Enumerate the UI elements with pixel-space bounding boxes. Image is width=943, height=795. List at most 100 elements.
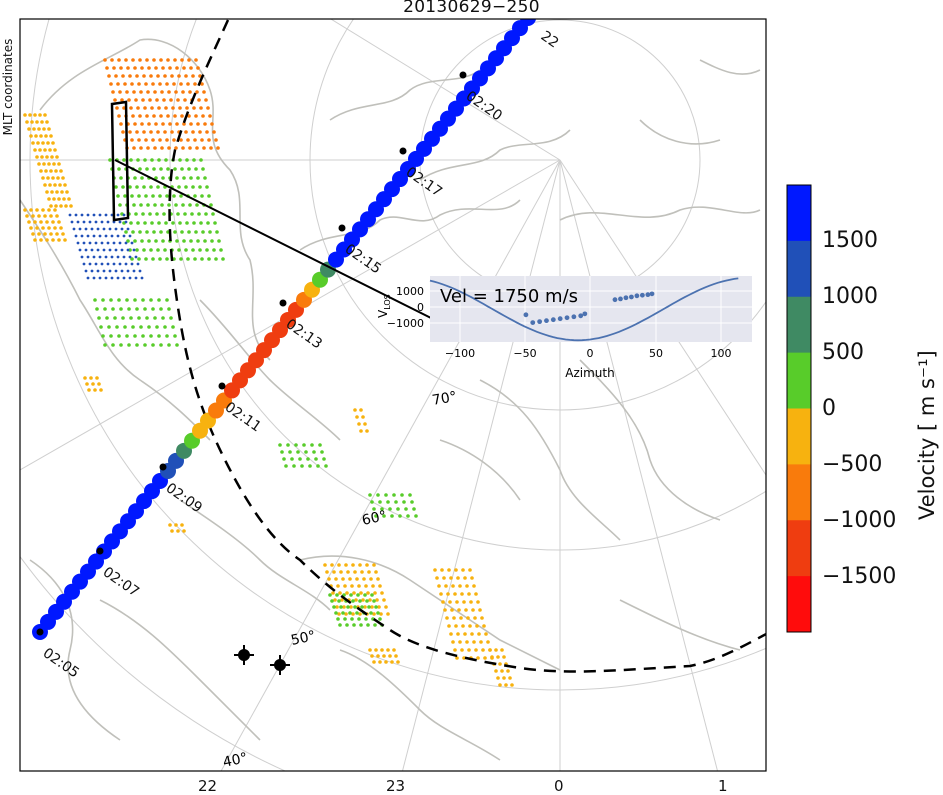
radar-dot — [181, 203, 185, 207]
radar-dot — [133, 298, 137, 302]
radar-dot — [177, 248, 181, 252]
radar-dot — [189, 239, 193, 243]
radar-dot — [82, 220, 86, 224]
radar-dot — [193, 194, 197, 198]
radar-dot — [126, 227, 130, 231]
inset-point — [612, 297, 618, 303]
radar-dot — [184, 130, 188, 134]
radar-dot — [370, 654, 374, 658]
radar-dot — [47, 127, 51, 131]
radar-dot — [441, 600, 445, 604]
inset-point — [623, 295, 629, 301]
radar-dot — [27, 220, 31, 224]
radar-dot — [129, 106, 133, 110]
radar-dot — [366, 591, 370, 595]
radar-dot — [126, 66, 130, 70]
radar-dot — [145, 316, 149, 320]
radar-dot — [370, 593, 374, 597]
radar-dot — [63, 183, 67, 187]
dashed-boundary — [168, 19, 766, 673]
radar-dot — [59, 226, 63, 230]
radar-dot — [96, 227, 100, 231]
radar-dot — [378, 617, 382, 621]
radar-dot — [396, 660, 400, 664]
radar-dot — [54, 204, 58, 208]
inset-ylabel: VLOS — [376, 294, 392, 318]
radar-dot — [116, 234, 120, 238]
radar-dot — [199, 221, 203, 225]
radar-dot — [195, 203, 199, 207]
radar-dot — [343, 584, 347, 588]
radar-dot — [31, 214, 35, 218]
radar-dot — [472, 584, 476, 588]
radar-dot — [37, 162, 41, 166]
radar-dot — [58, 183, 62, 187]
radar-dot — [412, 507, 416, 511]
inset-point — [582, 311, 588, 317]
radar-dot — [118, 203, 122, 207]
radar-dot — [338, 591, 342, 595]
colorbar-tick: 500 — [822, 340, 864, 365]
inset-point — [578, 313, 584, 319]
radar-dot — [350, 584, 354, 588]
radar-dot — [59, 169, 63, 173]
radar-dot — [372, 660, 376, 664]
radar-dot — [86, 234, 90, 238]
colorbar-tick: 1000 — [822, 284, 878, 309]
radar-dot — [157, 158, 161, 162]
radar-dot — [138, 167, 142, 171]
radar-dot — [376, 611, 380, 615]
radar-dot — [172, 82, 176, 86]
radar-dot — [182, 529, 186, 533]
colorbar-segment — [787, 185, 811, 242]
radar-dot — [358, 612, 362, 616]
radar-dot — [137, 82, 141, 86]
radar-dot — [500, 669, 504, 673]
radar-dot — [341, 577, 345, 581]
radar-dot — [45, 190, 49, 194]
radar-dot — [115, 325, 119, 329]
radar-dot — [345, 591, 349, 595]
radar-dot — [37, 232, 41, 236]
radar-dot — [116, 82, 120, 86]
colorbar-segment — [787, 296, 811, 354]
radar-dot — [370, 500, 374, 504]
radar-dot — [124, 58, 128, 62]
radar-dot — [138, 269, 142, 273]
radar-dot — [116, 276, 120, 280]
radar-dot — [133, 122, 137, 126]
radar-dot — [325, 570, 329, 574]
radar-dot — [186, 138, 190, 142]
radar-dot — [156, 74, 160, 78]
radar-dot — [125, 90, 129, 94]
radar-dot — [155, 98, 159, 102]
radar-dot — [165, 138, 169, 142]
radar-dot — [181, 90, 185, 94]
radar-dot — [500, 648, 504, 652]
radar-dot — [175, 66, 179, 70]
radar-dot — [192, 158, 196, 162]
radar-dot — [457, 608, 461, 612]
radar-dot — [179, 82, 183, 86]
radar-dot — [453, 648, 457, 652]
radar-dot — [84, 248, 88, 252]
radar-dot — [131, 114, 135, 118]
radar-dot — [111, 90, 115, 94]
radar-dot — [136, 106, 140, 110]
radar-dot — [139, 325, 143, 329]
radar-dot — [410, 500, 414, 504]
radar-dot — [346, 570, 350, 574]
time-marker — [159, 463, 167, 471]
radar-dot — [200, 257, 204, 261]
radar-dot — [108, 248, 112, 252]
radar-dot — [102, 248, 106, 252]
radar-dot — [138, 58, 142, 62]
radar-dot — [161, 176, 165, 180]
radar-dot — [125, 298, 129, 302]
radar-dot — [175, 239, 179, 243]
radar-dot — [133, 176, 137, 180]
radar-dot — [53, 226, 57, 230]
radar-dot — [107, 325, 111, 329]
radar-dot — [149, 130, 153, 134]
radar-dot — [112, 241, 116, 245]
